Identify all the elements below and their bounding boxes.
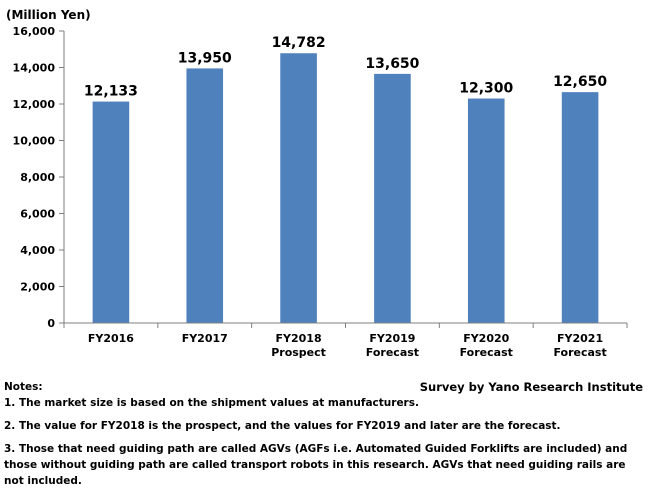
y-tick-label: 14,000 (13, 62, 56, 75)
bar (561, 92, 599, 323)
bar (92, 101, 130, 323)
bar (467, 98, 505, 324)
bar (280, 53, 317, 323)
x-tick-label: Prospect (271, 346, 326, 359)
y-tick-label: 10,000 (13, 135, 56, 148)
note-1: 1. The market size is based on the shipm… (4, 397, 419, 409)
x-tick-label: FY2017 (182, 332, 228, 345)
y-tick-label: 16,000 (13, 25, 56, 38)
bars (92, 53, 599, 324)
notes-heading: Notes: (4, 381, 43, 393)
data-label: 12,300 (459, 81, 513, 97)
value-labels: 12,133 13,950 14,782 13,650 12,300 12,650 (84, 35, 607, 99)
x-tick-label: FY2020 (463, 332, 509, 345)
x-tick-label: Forecast (460, 346, 513, 359)
data-label: 13,950 (178, 50, 232, 66)
note-3: 3. Those that need guiding path are call… (4, 443, 628, 487)
y-tick-label: 2,000 (20, 281, 55, 294)
y-tick-label: 8,000 (20, 171, 55, 184)
data-label: 14,782 (272, 35, 326, 51)
x-tick-label: FY2019 (369, 332, 415, 345)
notes-section: Notes: Survey by Yano Research Institute… (4, 379, 645, 489)
y-axis: 0 2,000 4,000 6,000 8,000 10,000 12,000 14,000 1… (13, 25, 65, 330)
x-axis: FY2016 FY2017 FY2018ProspectFY2019Forecast… (63, 322, 628, 359)
x-tick-label: Forecast (366, 346, 419, 359)
bar (374, 73, 411, 323)
y-tick-label: 0 (47, 317, 55, 330)
data-label: 12,650 (553, 74, 607, 90)
source-credit: Survey by Yano Research Institute (419, 380, 643, 394)
data-label: 13,650 (365, 56, 419, 72)
bar (186, 68, 224, 323)
x-tick-label: FY2021 (557, 332, 603, 345)
x-tick-label: Forecast (553, 346, 606, 359)
note-2: 2. The value for FY2018 is the prospect,… (4, 420, 561, 432)
x-tick-label: FY2016 (88, 332, 134, 345)
x-tick-label: FY2018 (276, 332, 322, 345)
data-label: 12,133 (84, 84, 138, 100)
y-tick-label: 12,000 (13, 98, 56, 111)
y-axis-unit-label: (Million Yen) (6, 8, 91, 22)
y-tick-label: 6,000 (20, 208, 55, 221)
y-tick-label: 4,000 (20, 244, 55, 257)
bar-chart: (Million Yen) 0 2,000 4,000 6,000 8,000 10,00… (6, 8, 628, 359)
